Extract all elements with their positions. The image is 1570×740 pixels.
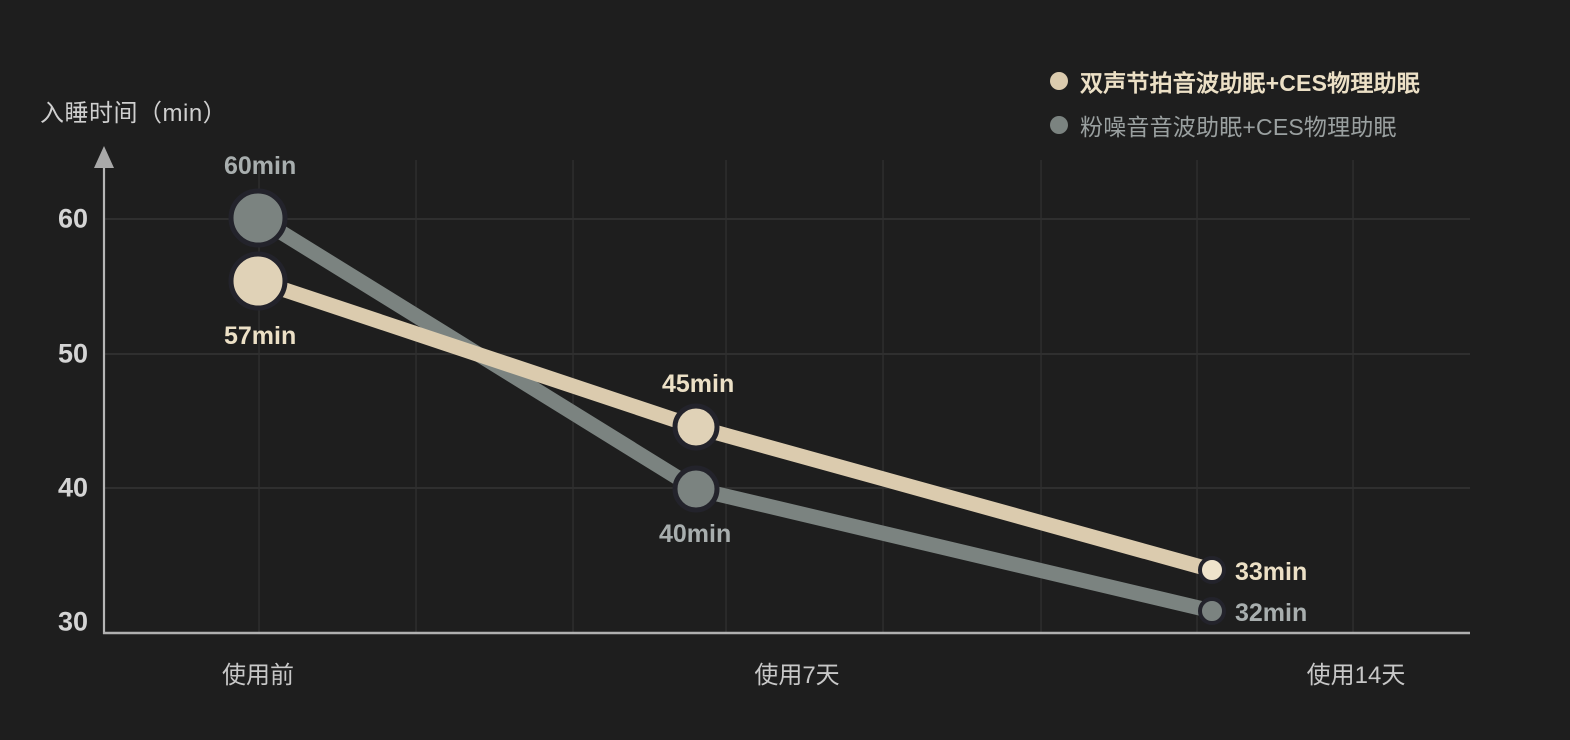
series-line-primary bbox=[228, 251, 1226, 584]
legend-label-primary: 双声节拍音波助眠+CES物理助眠 bbox=[1080, 70, 1420, 96]
series-line-secondary bbox=[228, 188, 1226, 625]
point-label-primary-2: 33min bbox=[1235, 558, 1308, 586]
legend-item-secondary[interactable]: 粉噪音音波助眠+CES物理助眠 bbox=[1050, 108, 1420, 142]
point-label-secondary-2: 32min bbox=[1235, 599, 1308, 627]
chart-legend: 双声节拍音波助眠+CES物理助眠 粉噪音音波助眠+CES物理助眠 bbox=[1050, 64, 1420, 142]
y-tick-50-label: 50 bbox=[57, 338, 88, 369]
y-tick-40-label: 40 bbox=[57, 472, 88, 503]
point-label-primary-0: 57min bbox=[224, 322, 297, 350]
y-axis bbox=[94, 146, 114, 634]
x-tick-label-2: 使用14天 bbox=[1306, 662, 1406, 689]
vertical-gridlines bbox=[258, 160, 1354, 632]
legend-swatch-primary bbox=[1050, 72, 1068, 90]
y-axis-title: 入睡时间（min） bbox=[40, 100, 228, 127]
point-label-primary-1: 45min bbox=[662, 370, 735, 398]
legend-label-secondary: 粉噪音音波助眠+CES物理助眠 bbox=[1080, 114, 1397, 140]
y-tick-30-label: 30 bbox=[57, 606, 88, 637]
x-tick-label-1: 使用7天 bbox=[754, 662, 840, 689]
horizontal-gridlines bbox=[104, 218, 1470, 489]
point-label-secondary-0: 60min bbox=[224, 152, 297, 180]
legend-item-primary[interactable]: 双声节拍音波助眠+CES物理助眠 bbox=[1050, 64, 1420, 98]
point-label-secondary-1: 40min bbox=[659, 520, 732, 548]
legend-swatch-secondary bbox=[1050, 116, 1068, 134]
x-tick-label-0: 使用前 bbox=[222, 662, 294, 689]
y-tick-60-label: 60 bbox=[57, 203, 88, 234]
